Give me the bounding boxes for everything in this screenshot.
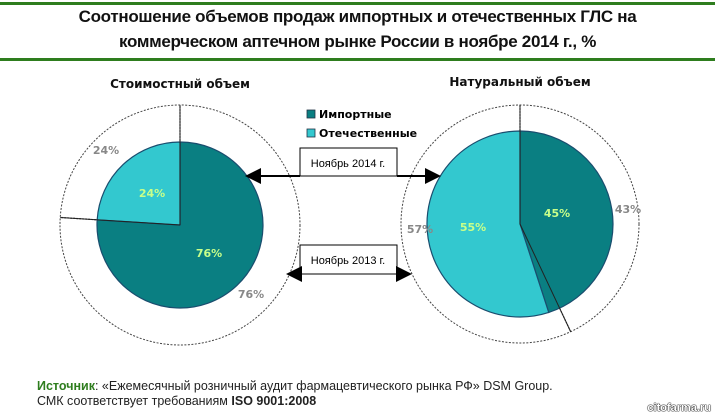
outer-label-0-0: 76% <box>238 288 264 301</box>
legend-label-imported: Импортные <box>319 108 392 121</box>
inner-label-1-1: 55% <box>460 221 486 234</box>
inner-label-0-1: 24% <box>139 187 165 200</box>
outer-label-1-0: 43% <box>615 203 641 216</box>
callout-2013-label: Ноябрь 2013 г. <box>311 255 385 267</box>
outer-label-1-1: 57% <box>407 223 433 236</box>
title-line-2: коммерческом аптечном рынке России в ноя… <box>118 32 597 51</box>
pie-title-0: Стоимостный объем <box>110 77 250 91</box>
watermark: citofarma.ru <box>647 402 711 414</box>
callout-2014: Ноябрь 2014 г. <box>245 147 441 184</box>
pie-title-1: Натуральный объем <box>449 75 590 89</box>
pie-slice-0-0 <box>96 141 264 309</box>
outer-divider-overlay-0-1 <box>60 216 181 226</box>
source-text: : «Ежемесячный розничный аудит фармацевт… <box>94 379 553 393</box>
page-title: Соотношение объемов продаж импортных и о… <box>0 4 715 54</box>
pie-slice-0-1 <box>96 141 181 226</box>
certification-text: СМК соответствует требованиям <box>37 394 232 408</box>
title-line-1: Соотношение объемов продаж импортных и о… <box>78 7 637 26</box>
outer-divider-overlay-1-1 <box>519 223 572 332</box>
legend-swatch-domestic <box>306 128 316 138</box>
top-rule <box>0 2 715 5</box>
pie-slice-1-1 <box>426 130 550 318</box>
inner-label-0-0: 76% <box>196 247 222 260</box>
iso-label: ISO 9001:2008 <box>231 394 317 408</box>
pie-slice-1-0 <box>519 130 614 314</box>
outer-label-0-1: 24% <box>93 144 119 157</box>
legend-label-domestic: Отечественные <box>319 127 417 140</box>
title-rule <box>0 58 715 61</box>
source-label: Источник <box>37 379 95 393</box>
callout-2014-label: Ноябрь 2014 г. <box>311 158 385 170</box>
legend: Импортные Отечественные <box>306 108 417 140</box>
source-note: Источник: «Ежемесячный розничный аудит ф… <box>37 379 553 409</box>
inner-label-1-0: 45% <box>544 207 570 220</box>
legend-swatch-imported <box>306 109 316 119</box>
callout-2013: Ноябрь 2013 г. <box>286 244 412 282</box>
